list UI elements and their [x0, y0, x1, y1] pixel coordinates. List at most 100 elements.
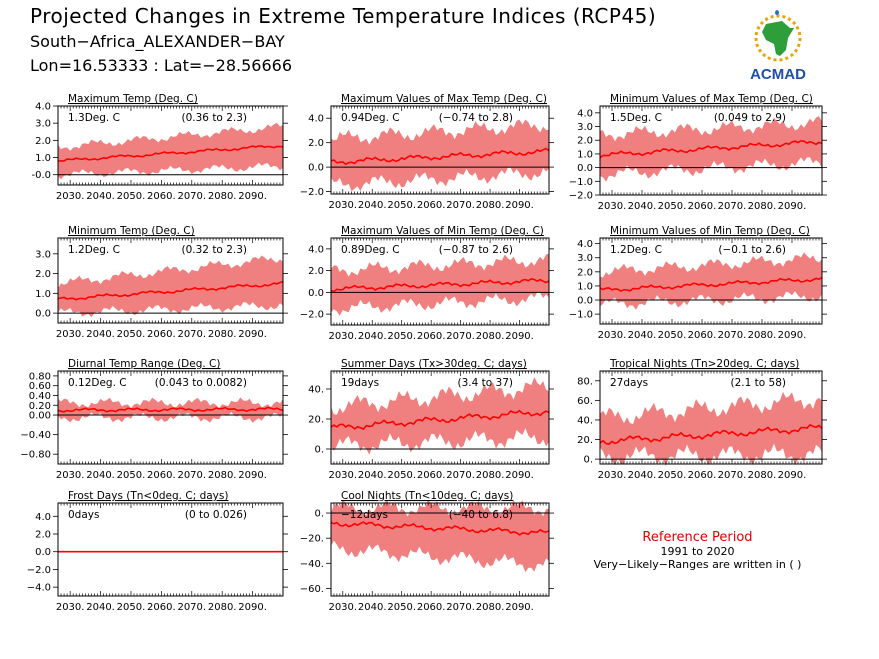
y-tick-label: 2.0: [35, 136, 51, 147]
chart-panel-3: 2030. 2040. 2050. 2060. 2070. 2080. 2090. −2.0 −…: [569, 93, 827, 212]
y-tick-label: 4.0: [577, 239, 593, 250]
x-tick-label: 2080.: [748, 470, 777, 481]
reference-period-years: 1991 to 2020: [660, 545, 735, 558]
y-tick-label: 2.0: [35, 269, 51, 280]
x-tick-label: 2030.: [56, 470, 85, 481]
y-tick-label: 2.0: [308, 266, 324, 277]
x-tick-label: 2060.: [147, 191, 176, 202]
ensemble-mean-line: [599, 423, 823, 445]
chart-title: Minimum Temp (Deg. C): [68, 225, 195, 237]
acmad-logo: ACMAD: [750, 10, 806, 83]
x-tick-label: 2080.: [748, 201, 777, 212]
x-tick-label: 2050.: [117, 602, 146, 613]
y-tick-label: 4.0: [35, 512, 51, 523]
y-tick-label: 0.0: [35, 309, 51, 320]
reference-legend: Reference Period 1991 to 2020 Very−Likel…: [590, 530, 805, 571]
x-tick-label: 2080.: [208, 602, 237, 613]
x-tick-label: 2050.: [387, 331, 416, 342]
x-tick-label: 2070.: [177, 329, 206, 340]
ensemble-mean-line: [330, 409, 550, 430]
x-tick-label: 2050.: [117, 191, 146, 202]
ensemble-mean-line: [330, 147, 550, 166]
chart-title: Frost Days (Tn<0deg. C; days): [68, 490, 228, 502]
x-tick-label: 2030.: [328, 470, 357, 481]
x-tick-label: 2050.: [658, 201, 687, 212]
station-coordinates: Lon=16.53333 : Lat=−28.56666: [30, 56, 293, 75]
y-tick-label: 2.0: [577, 136, 593, 147]
x-tick-label: 2070.: [446, 331, 475, 342]
mean-change-label: 0.89Deg. C: [341, 244, 400, 256]
likely-range-band: [331, 377, 549, 455]
ensemble-mean-line: [599, 139, 823, 159]
x-tick-label: 2090.: [778, 330, 807, 341]
y-tick-label: 3.0: [35, 119, 51, 130]
x-tick-label: 2060.: [417, 602, 446, 613]
x-tick-label: 2030.: [56, 191, 85, 202]
y-tick-label: -0.0: [31, 170, 51, 181]
x-tick-label: 2040.: [358, 470, 387, 481]
x-tick-label: 2060.: [417, 331, 446, 342]
chart-title: Cool Nights (Tn<10deg. C; days): [341, 490, 513, 502]
station-name: South−Africa_ALEXANDER−BAY: [30, 32, 285, 51]
chart-panel-9: 2030. 2040. 2050. 2060. 2070. 2080. 2090. 0. 20.…: [577, 358, 827, 481]
likely-range-band: [600, 252, 822, 310]
y-tick-label: 1.0: [35, 153, 51, 164]
x-tick-label: 2040.: [628, 470, 657, 481]
chart-panel-4: 2030. 2040. 2050. 2060. 2070. 2080. 2090. 0.0 1.…: [35, 225, 288, 340]
likely-range-label: (0.32 to 2.3): [182, 244, 248, 256]
x-tick-label: 2090.: [238, 191, 267, 202]
y-tick-label: −1.0: [569, 310, 593, 321]
y-tick-label: 0.0: [35, 547, 51, 558]
x-tick-label: 2030.: [328, 331, 357, 342]
x-tick-label: 2040.: [86, 470, 115, 481]
x-tick-label: 2060.: [417, 200, 446, 211]
y-tick-label: 4.0: [35, 102, 51, 113]
y-tick-label: 0.0: [308, 163, 324, 174]
x-tick-label: 2050.: [658, 470, 687, 481]
x-tick-label: 2090.: [505, 331, 534, 342]
likely-range-label: (0.36 to 2.3): [182, 112, 248, 124]
x-tick-label: 2040.: [86, 602, 115, 613]
likely-range-label: (0.049 to 2.9): [714, 112, 786, 124]
mean-change-label: −12days: [341, 509, 388, 521]
x-tick-label: 2050.: [387, 200, 416, 211]
y-tick-label: 60.: [577, 396, 593, 407]
x-tick-label: 2080.: [208, 329, 237, 340]
x-tick-label: 2080.: [476, 470, 505, 481]
likely-range-band: [58, 255, 283, 318]
chart-title: Maximum Values of Max Temp (Deg. C): [341, 93, 547, 105]
y-tick-label: 3.0: [35, 249, 51, 260]
africa-logo-icon: [754, 10, 802, 62]
x-tick-label: 2050.: [658, 330, 687, 341]
y-tick-label: 20.: [577, 435, 593, 446]
x-tick-label: 2030.: [328, 200, 357, 211]
chart-panel-7: 2030. 2040. 2050. 2060. 2070. 2080. 2090. −0.80…: [20, 358, 288, 481]
likely-range-band: [600, 116, 822, 182]
x-tick-label: 2070.: [446, 470, 475, 481]
x-tick-label: 2060.: [147, 602, 176, 613]
y-tick-label: 0.: [314, 445, 324, 456]
logo-text: ACMAD: [750, 66, 806, 83]
y-tick-label: 1.0: [35, 289, 51, 300]
chart-panel-6: 2030. 2040. 2050. 2060. 2070. 2080. 2090. −1.0 0…: [569, 225, 827, 341]
mean-change-label: 1.2Deg. C: [68, 244, 120, 256]
x-tick-label: 2080.: [208, 470, 237, 481]
chart-title: Summer Days (Tx>30deg. C; days): [341, 358, 527, 370]
page-title: Projected Changes in Extreme Temperature…: [30, 4, 657, 28]
likely-range-label: (0 to 0.026): [185, 509, 247, 521]
x-tick-label: 2050.: [387, 470, 416, 481]
y-tick-label: 20.: [308, 415, 324, 426]
y-tick-label: 0.0: [308, 288, 324, 299]
x-tick-label: 2040.: [628, 201, 657, 212]
x-tick-label: 2090.: [238, 602, 267, 613]
x-tick-label: 2070.: [177, 602, 206, 613]
x-tick-label: 2090.: [238, 470, 267, 481]
y-tick-label: 40.: [577, 415, 593, 426]
mean-change-label: 27days: [610, 377, 648, 389]
chart-panel-1: 2030. 2040. 2050. 2060. 2070. 2080. 2090. -0.0 1…: [31, 93, 288, 202]
chart-panel-10: 2030. 2040. 2050. 2060. 2070. 2080. 2090. −4.0 −…: [27, 490, 288, 613]
y-tick-label: −2.0: [300, 187, 324, 198]
y-tick-label: −0.80: [20, 450, 51, 461]
ensemble-mean-line: [57, 406, 284, 413]
